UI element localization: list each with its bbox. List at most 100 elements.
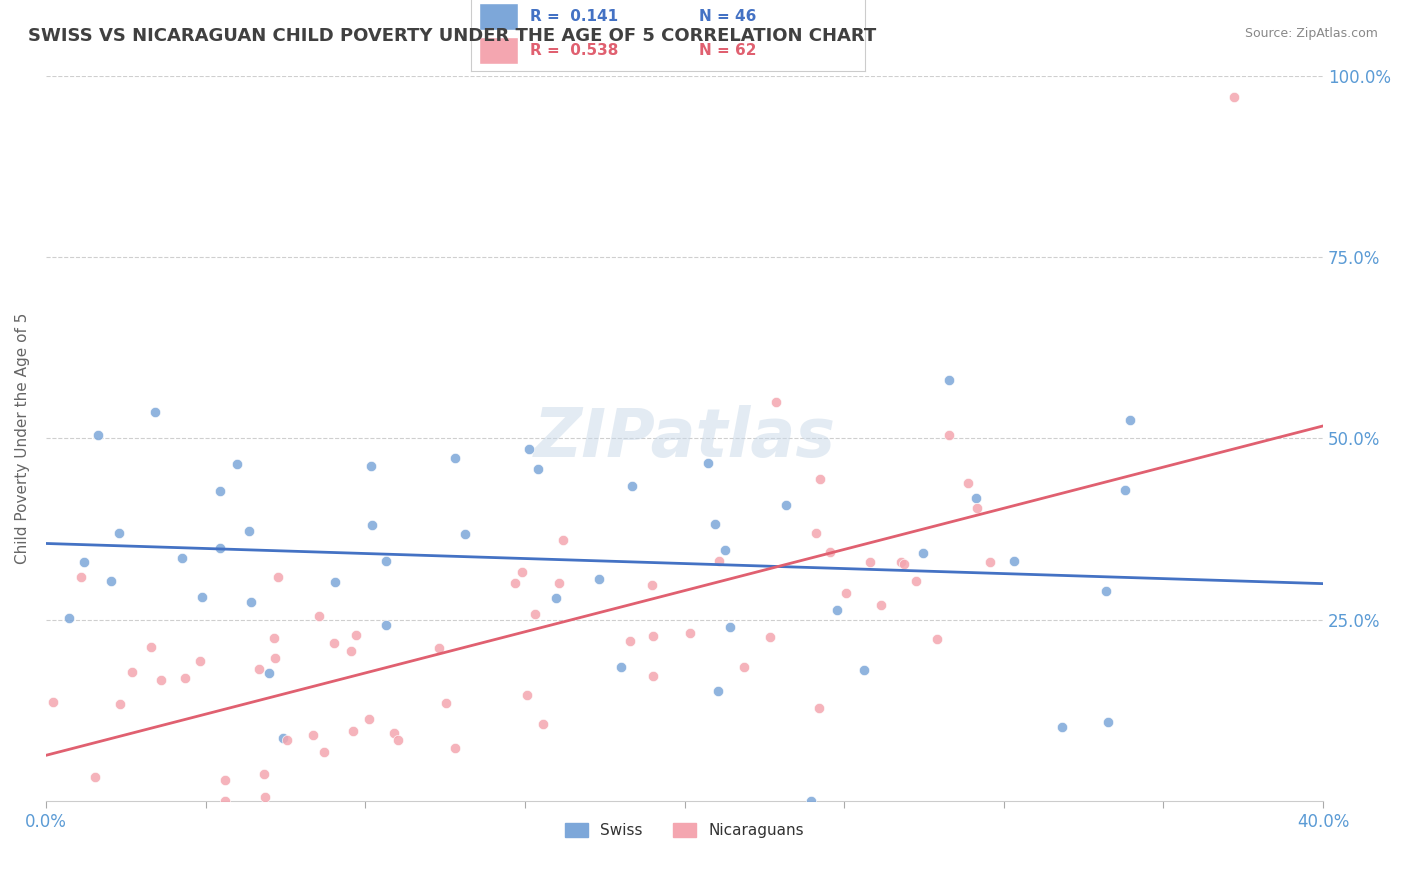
Point: [149, 673, 172, 688]
Point: [853, 663, 876, 677]
FancyBboxPatch shape: [479, 3, 519, 29]
Point: [912, 546, 935, 560]
Point: [965, 491, 987, 505]
Point: [375, 554, 398, 568]
Point: [544, 591, 567, 606]
Point: [323, 636, 346, 650]
Point: [141, 640, 163, 654]
Point: [893, 558, 915, 572]
Point: [775, 498, 797, 512]
Point: [640, 578, 662, 592]
Point: [73, 555, 96, 569]
Point: [323, 574, 346, 589]
Point: [1050, 720, 1073, 734]
Point: [375, 618, 398, 632]
Y-axis label: Child Poverty Under the Age of 5: Child Poverty Under the Age of 5: [15, 312, 30, 564]
Text: R =  0.141: R = 0.141: [530, 9, 619, 23]
Point: [697, 456, 720, 470]
Point: [619, 634, 641, 648]
Point: [890, 555, 912, 569]
Point: [263, 631, 285, 645]
FancyBboxPatch shape: [479, 37, 519, 64]
Point: [267, 570, 290, 584]
Point: [361, 518, 384, 533]
Point: [706, 684, 728, 698]
Point: [191, 590, 214, 604]
Point: [679, 625, 702, 640]
Point: [733, 659, 755, 673]
Point: [641, 629, 664, 643]
Point: [239, 595, 262, 609]
Text: ZIPatlas: ZIPatlas: [533, 405, 835, 471]
Point: [382, 726, 405, 740]
Point: [444, 450, 467, 465]
Point: [359, 712, 381, 726]
Point: [966, 501, 988, 516]
Point: [173, 671, 195, 685]
Point: [1114, 483, 1136, 497]
Point: [869, 598, 891, 612]
Point: [925, 632, 948, 646]
Point: [758, 630, 780, 644]
Text: R =  0.538: R = 0.538: [530, 43, 619, 58]
Point: [264, 650, 287, 665]
Point: [1119, 413, 1142, 427]
Point: [714, 543, 737, 558]
Point: [87, 428, 110, 442]
Point: [312, 745, 335, 759]
Point: [434, 697, 457, 711]
Point: [1002, 554, 1025, 568]
Point: [100, 574, 122, 589]
Point: [143, 405, 166, 419]
Point: [172, 551, 194, 566]
Point: [524, 607, 547, 621]
Point: [718, 620, 741, 634]
Text: SWISS VS NICARAGUAN CHILD POVERTY UNDER THE AGE OF 5 CORRELATION CHART: SWISS VS NICARAGUAN CHILD POVERTY UNDER …: [28, 27, 876, 45]
Point: [214, 773, 236, 788]
Point: [107, 526, 129, 541]
Point: [257, 666, 280, 681]
Text: Source: ZipAtlas.com: Source: ZipAtlas.com: [1244, 27, 1378, 40]
Point: [308, 608, 330, 623]
Point: [516, 688, 538, 702]
Point: [209, 541, 232, 555]
Point: [444, 741, 467, 756]
Point: [938, 428, 960, 442]
Point: [704, 517, 727, 532]
Point: [1097, 715, 1119, 730]
Point: [276, 733, 298, 747]
Point: [254, 789, 277, 804]
Point: [108, 697, 131, 711]
Point: [302, 729, 325, 743]
Point: [271, 731, 294, 746]
Point: [517, 442, 540, 456]
Point: [621, 479, 644, 493]
Point: [835, 585, 858, 599]
Point: [84, 770, 107, 784]
Text: N = 46: N = 46: [699, 9, 756, 23]
Point: [247, 661, 270, 675]
Point: [808, 701, 831, 715]
Point: [342, 723, 364, 738]
Point: [214, 794, 236, 808]
Point: [360, 458, 382, 473]
Point: [531, 717, 554, 731]
Point: [253, 767, 276, 781]
Point: [427, 641, 450, 656]
Point: [225, 457, 247, 471]
Point: [825, 603, 848, 617]
Point: [238, 524, 260, 539]
Point: [765, 395, 787, 409]
Point: [859, 555, 882, 569]
Point: [387, 732, 409, 747]
Point: [938, 373, 960, 387]
Point: [904, 574, 927, 589]
Text: N = 62: N = 62: [699, 43, 756, 58]
Point: [121, 665, 143, 679]
Point: [804, 526, 827, 541]
Point: [709, 554, 731, 568]
Point: [70, 570, 93, 584]
Point: [551, 533, 574, 547]
Point: [956, 476, 979, 491]
Point: [58, 610, 80, 624]
